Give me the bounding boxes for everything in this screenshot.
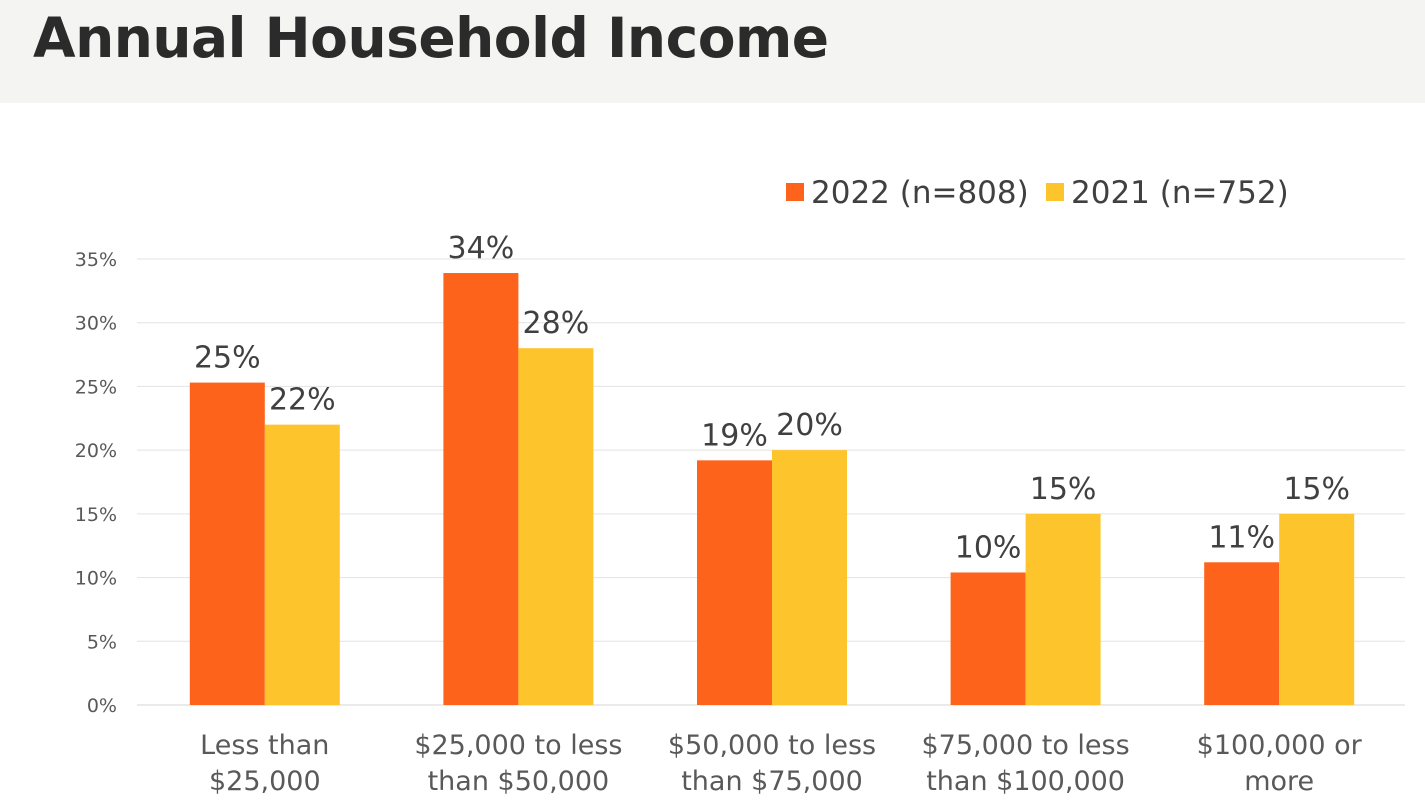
y-tick-label: 10% [75, 568, 117, 590]
x-tick-label-line: $100,000 or [1197, 730, 1363, 761]
bar-2021 [264, 424, 340, 705]
x-tick-label: Less than $25,000 [200, 730, 329, 797]
x-tick-label: $50,000 to less than $75,000 [668, 730, 876, 797]
legend-label: 2021 (n=752) [1071, 175, 1289, 211]
x-axis: Less than $25,000 $25,000 to less than $50,… [200, 730, 1362, 797]
x-tick-label-line: Less than [200, 730, 329, 761]
data-label: 10% [955, 530, 1022, 565]
legend: 2022 (n=808) 2021 (n=752) [786, 175, 1289, 211]
bar-2022 [189, 382, 265, 705]
bar-2021 [772, 450, 847, 705]
x-tick-label-line: than $75,000 [681, 766, 863, 797]
bar-2022 [950, 572, 1026, 705]
y-tick-label: 25% [75, 376, 117, 398]
data-label: 34% [448, 231, 515, 266]
bar-2021 [1279, 513, 1355, 705]
y-tick-label: 20% [75, 440, 117, 462]
title-bar: Annual Household Income [0, 0, 1425, 103]
y-tick-label: 15% [75, 504, 117, 526]
data-label: 28% [523, 306, 590, 341]
bars [189, 273, 1355, 705]
x-tick-label-line: $25,000 [209, 766, 321, 797]
bar-chart: 0%5%10%15%20%25%30%35% 25%22%34%28%19% 20… [75, 175, 1405, 797]
y-axis: 0% 5% 10% 15% 20% 25% 30% 35% [75, 249, 117, 717]
data-label: 15% [1283, 472, 1350, 507]
x-tick-label: $75,000 to less than $100,000 [922, 730, 1130, 797]
x-tick-label-line: $50,000 to less [668, 730, 876, 761]
bar-2021 [1025, 513, 1101, 705]
data-label: 20% [776, 408, 843, 443]
data-labels: 25%22%34%28%19% 20%10%15%11%15% [194, 231, 1350, 565]
y-tick-label: 30% [75, 313, 117, 335]
bar-2022 [1204, 562, 1280, 705]
data-label: 11% [1208, 520, 1275, 555]
data-label: 22% [269, 383, 336, 418]
y-tick-label: 0% [87, 695, 117, 717]
legend-swatch [786, 183, 804, 201]
x-tick-label: $25,000 to less than $50,000 [414, 730, 622, 797]
legend-swatch [1046, 183, 1064, 201]
data-label: 19% [701, 418, 768, 453]
page-title: Annual Household Income [33, 6, 829, 70]
y-tick-label: 5% [87, 631, 117, 653]
x-tick-label-line: than $50,000 [428, 766, 610, 797]
data-label: 15% [1030, 472, 1097, 507]
x-tick-label-line: than $100,000 [926, 766, 1125, 797]
x-tick-label-line: $75,000 to less [922, 730, 1130, 761]
x-tick-label-line: more [1244, 766, 1314, 797]
bar-2021 [518, 348, 594, 705]
bar-2022 [443, 273, 519, 705]
x-tick-label-line: $25,000 to less [414, 730, 622, 761]
legend-label: 2022 (n=808) [811, 175, 1029, 211]
x-tick-label: $100,000 or more [1197, 730, 1363, 797]
data-label: 25% [194, 341, 261, 376]
bar-2022 [697, 460, 772, 705]
chart-area: 0% 5% 10% 15% 20% 25% 30% 35% 25% 22% 34% 28% 19% 20… [0, 103, 1425, 800]
y-tick-label: 35% [75, 249, 117, 271]
